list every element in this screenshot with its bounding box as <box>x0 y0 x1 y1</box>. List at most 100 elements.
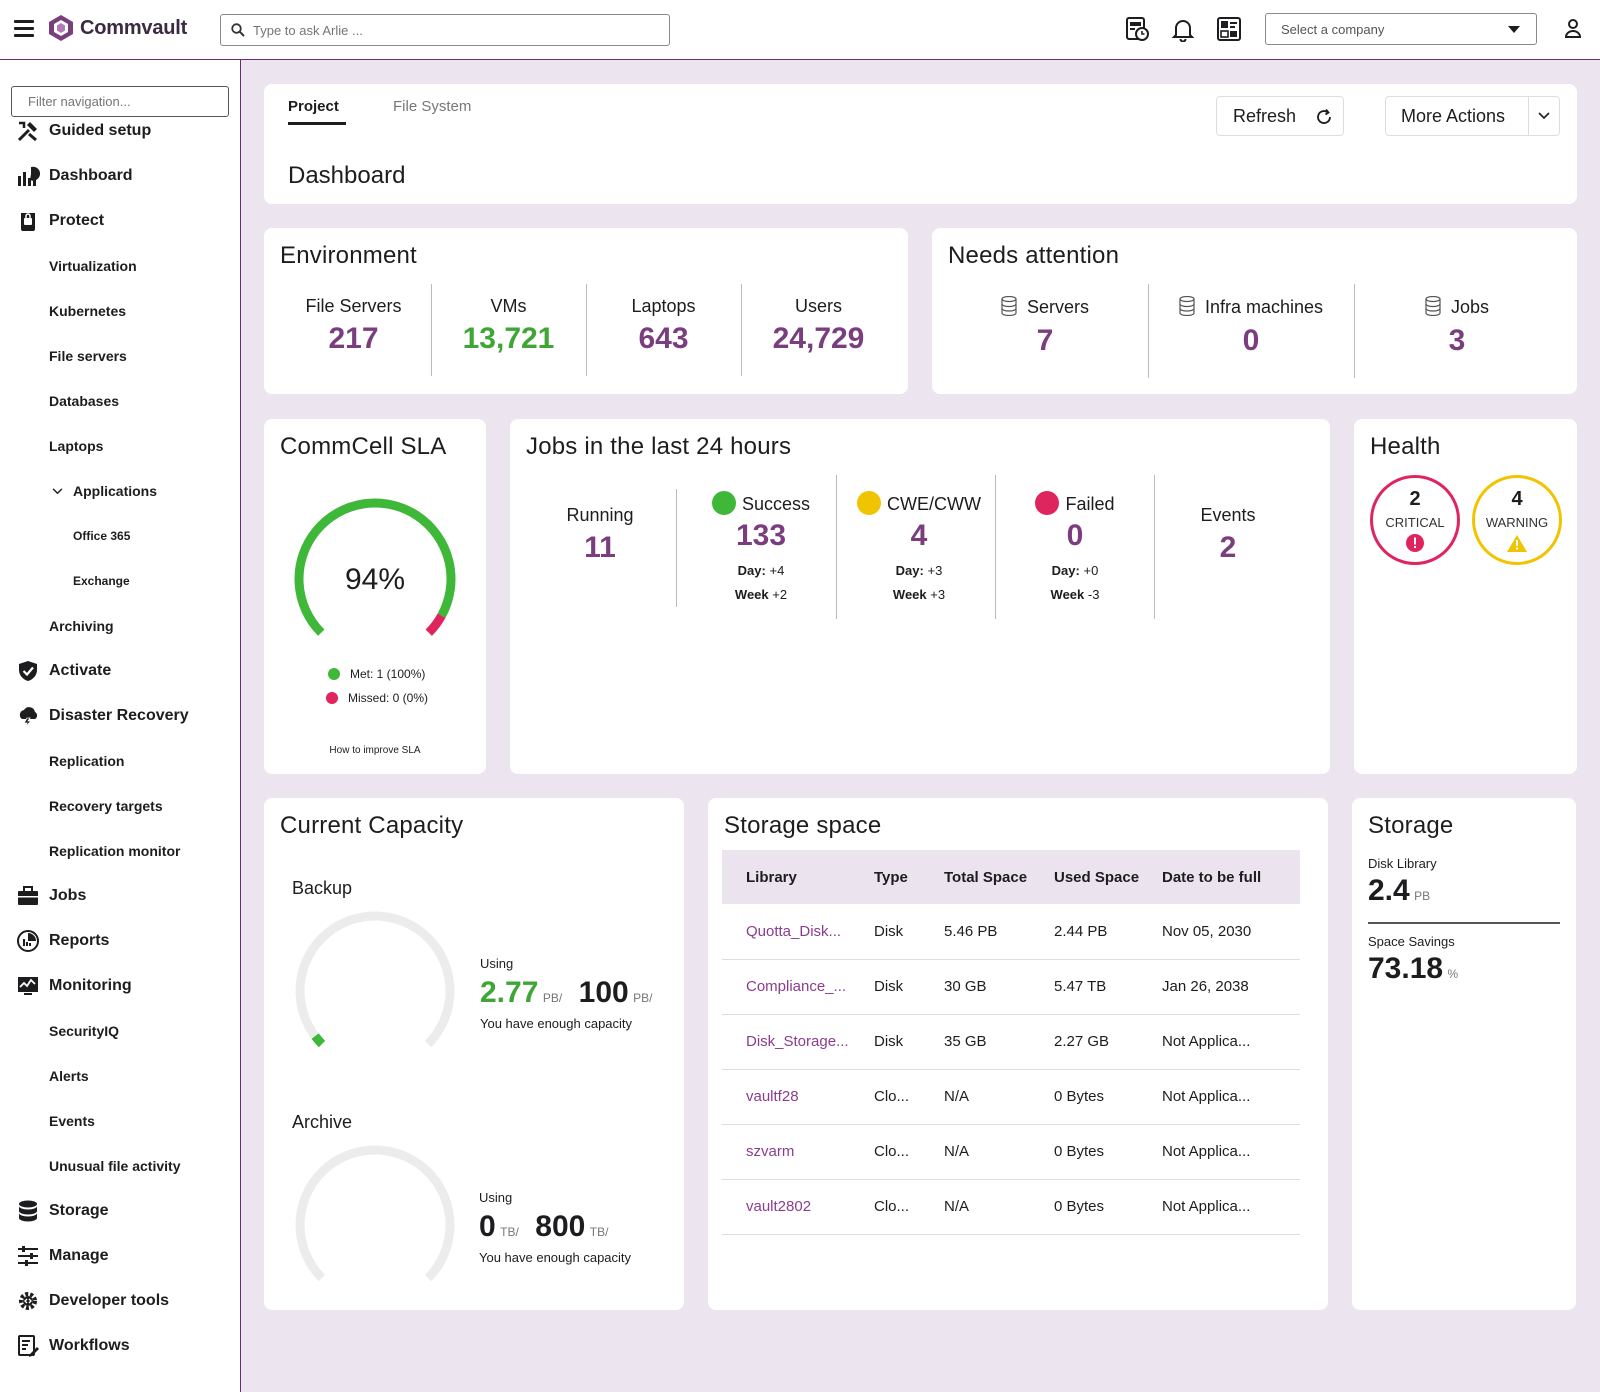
sidebar-item-events[interactable]: Events <box>0 1101 240 1141</box>
tab-project[interactable]: Project <box>288 98 339 115</box>
sidebar-item-file-servers[interactable]: File servers <box>0 336 240 376</box>
failed-dot-icon <box>1035 491 1060 515</box>
database-icon <box>1001 295 1017 317</box>
sidebar-item-office-365[interactable]: Office 365 <box>0 516 240 556</box>
sidebar-item-recovery-targets[interactable]: Recovery targets <box>0 786 240 826</box>
environment-vms-value[interactable]: 13,721 <box>462 322 555 355</box>
failed-week: Week -3 <box>1000 587 1150 602</box>
sidebar-item-alerts[interactable]: Alerts <box>0 1056 240 1096</box>
column-header-used-space[interactable]: Used Space <box>1042 850 1150 904</box>
table-cell: Disk <box>862 1014 932 1070</box>
library-link[interactable]: Quotta_Disk... <box>722 904 862 960</box>
sla-legend-met: Met: 1 (100%) <box>328 667 425 681</box>
column-header-total-space[interactable]: Total Space <box>932 850 1042 904</box>
needs-attention-servers-value[interactable]: 7 <box>1036 324 1054 357</box>
sidebar-item-label: Virtualization <box>49 258 137 274</box>
divider <box>1368 922 1560 924</box>
archive-total-unit: TB/ <box>589 1225 609 1239</box>
sidebar-item-archiving[interactable]: Archiving <box>0 606 240 646</box>
backup-title: Backup <box>292 878 353 898</box>
backup-total-unit: PB/ <box>633 991 653 1005</box>
reports-schedule-icon[interactable] <box>1124 16 1150 42</box>
hamburger-menu-icon[interactable] <box>14 20 34 38</box>
more-actions-button[interactable]: More Actions <box>1385 96 1560 136</box>
environment-file-servers-value[interactable]: 217 <box>328 322 379 355</box>
sidebar-item-replication[interactable]: Replication <box>0 741 240 781</box>
sidebar-item-monitoring[interactable]: Monitoring <box>0 966 240 1006</box>
sidebar-item-unusual-file-activity[interactable]: Unusual file activity <box>0 1146 240 1186</box>
table-row: szvarm Clo... N/A 0 Bytes Not Applica... <box>722 1124 1300 1180</box>
search-box[interactable] <box>220 14 670 46</box>
column-header-type[interactable]: Type <box>862 850 932 904</box>
sidebar-item-manage[interactable]: Manage <box>0 1236 240 1276</box>
table-cell: Clo... <box>862 1124 932 1180</box>
environment-users-value[interactable]: 24,729 <box>772 322 865 355</box>
critical-badge[interactable]: 2 CRITICAL <box>1370 475 1460 565</box>
table-cell: Not Applica... <box>1150 1014 1300 1070</box>
sidebar-item-label: Storage <box>49 1202 109 1219</box>
sidebar-item-replication-monitor[interactable]: Replication monitor <box>0 831 240 871</box>
library-link[interactable]: vault2802 <box>722 1179 862 1235</box>
cwe-value[interactable]: 4 <box>910 519 928 552</box>
failed-value[interactable]: 0 <box>1066 519 1084 552</box>
library-link[interactable]: szvarm <box>722 1124 862 1180</box>
sidebar-item-activate[interactable]: Activate <box>0 651 240 691</box>
sidebar-item-guided-setup[interactable]: Guided setup <box>0 111 240 151</box>
running-value[interactable]: 11 <box>584 531 616 564</box>
sidebar-item-dashboard[interactable]: Dashboard <box>0 156 240 196</box>
sidebar-item-reports[interactable]: Reports <box>0 921 240 961</box>
success-value[interactable]: 133 <box>735 519 787 552</box>
critical-alert-icon <box>1406 534 1424 552</box>
sidebar-item-kubernetes[interactable]: Kubernetes <box>0 291 240 331</box>
sidebar-item-protect[interactable]: Protect <box>0 201 240 241</box>
events-value[interactable]: 2 <box>1219 531 1237 564</box>
sidebar-item-virtualization[interactable]: Virtualization <box>0 246 240 286</box>
library-link[interactable]: Compliance_... <box>722 959 862 1015</box>
needs-attention-infra-machines-header: Infra machines <box>1148 295 1354 318</box>
column-header-library[interactable]: Library <box>722 850 862 904</box>
sidebar-item-label: Alerts <box>49 1068 89 1084</box>
sidebar-item-securityiq[interactable]: SecurityIQ <box>0 1011 240 1051</box>
table-cell: 2.27 GB <box>1042 1014 1150 1070</box>
sidebar-item-disaster-recovery[interactable]: Disaster Recovery <box>0 696 240 736</box>
bell-icon[interactable] <box>1170 16 1196 42</box>
sidebar-item-laptops[interactable]: Laptops <box>0 426 240 466</box>
search-input[interactable] <box>253 22 653 38</box>
sidebar-item-databases[interactable]: Databases <box>0 381 240 421</box>
improve-sla-link[interactable]: How to improve SLA <box>329 745 421 756</box>
chevron-down-icon[interactable] <box>52 488 63 495</box>
disk-library-label: Disk Library <box>1368 856 1437 871</box>
sidebar-item-applications[interactable]: Applications <box>0 471 240 511</box>
filter-navigation-input[interactable] <box>11 86 229 117</box>
company-select[interactable]: Select a company <box>1265 13 1537 45</box>
space-savings-value-group: 73.18 % <box>1368 952 1458 986</box>
sidebar-item-storage[interactable]: Storage <box>0 1191 240 1231</box>
needs-attention-infra-machines-value[interactable]: 0 <box>1242 324 1260 357</box>
sla-missed-arc <box>425 613 446 636</box>
sidebar-item-label: Dashboard <box>49 167 133 184</box>
column-header-date-to-be-full[interactable]: Date to be full <box>1150 850 1300 904</box>
library-link[interactable]: Disk_Storage... <box>722 1014 862 1070</box>
user-icon[interactable] <box>1563 18 1583 40</box>
environment-laptops-value[interactable]: 643 <box>638 322 689 355</box>
sla-missed-text: Missed: 0 (0%) <box>348 691 429 705</box>
sidebar-item-workflows[interactable]: Workflows <box>0 1326 240 1366</box>
sidebar-item-jobs[interactable]: Jobs <box>0 876 240 916</box>
dashboard-icon[interactable] <box>1216 16 1242 42</box>
database-icon <box>1425 295 1441 317</box>
jobs-24h-title: Jobs in the last 24 hours <box>526 433 792 460</box>
storage-space-card: Storage space Library Type Total Space Used… <box>708 798 1328 1310</box>
sidebar-item-exchange[interactable]: Exchange <box>0 561 240 601</box>
sla-met-arc <box>294 498 456 636</box>
sidebar-item-developer-tools[interactable]: Developer tools <box>0 1281 240 1321</box>
brand-logo[interactable]: Commvault <box>48 14 187 42</box>
backup-note: You have enough capacity <box>480 1016 633 1031</box>
archive-usage: 0 TB/ 800 TB/ <box>479 1210 608 1244</box>
divider <box>995 475 996 619</box>
needs-attention-jobs-value[interactable]: 3 <box>1448 324 1466 357</box>
warning-badge[interactable]: 4 WARNING <box>1472 475 1562 565</box>
refresh-button[interactable]: Refresh <box>1216 96 1344 136</box>
page-header: Project File System Refresh More Actions… <box>264 84 1577 204</box>
tab-file-system[interactable]: File System <box>393 98 472 115</box>
library-link[interactable]: vaultf28 <box>722 1069 862 1125</box>
